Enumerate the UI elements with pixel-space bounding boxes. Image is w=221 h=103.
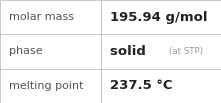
Text: phase: phase bbox=[9, 46, 42, 57]
Text: molar mass: molar mass bbox=[9, 12, 74, 22]
Text: solid: solid bbox=[110, 45, 156, 58]
Text: (at STP): (at STP) bbox=[169, 47, 203, 56]
Text: 195.94 g/mol: 195.94 g/mol bbox=[110, 11, 208, 24]
Text: 237.5 °C: 237.5 °C bbox=[110, 79, 173, 92]
Text: melting point: melting point bbox=[9, 81, 83, 91]
